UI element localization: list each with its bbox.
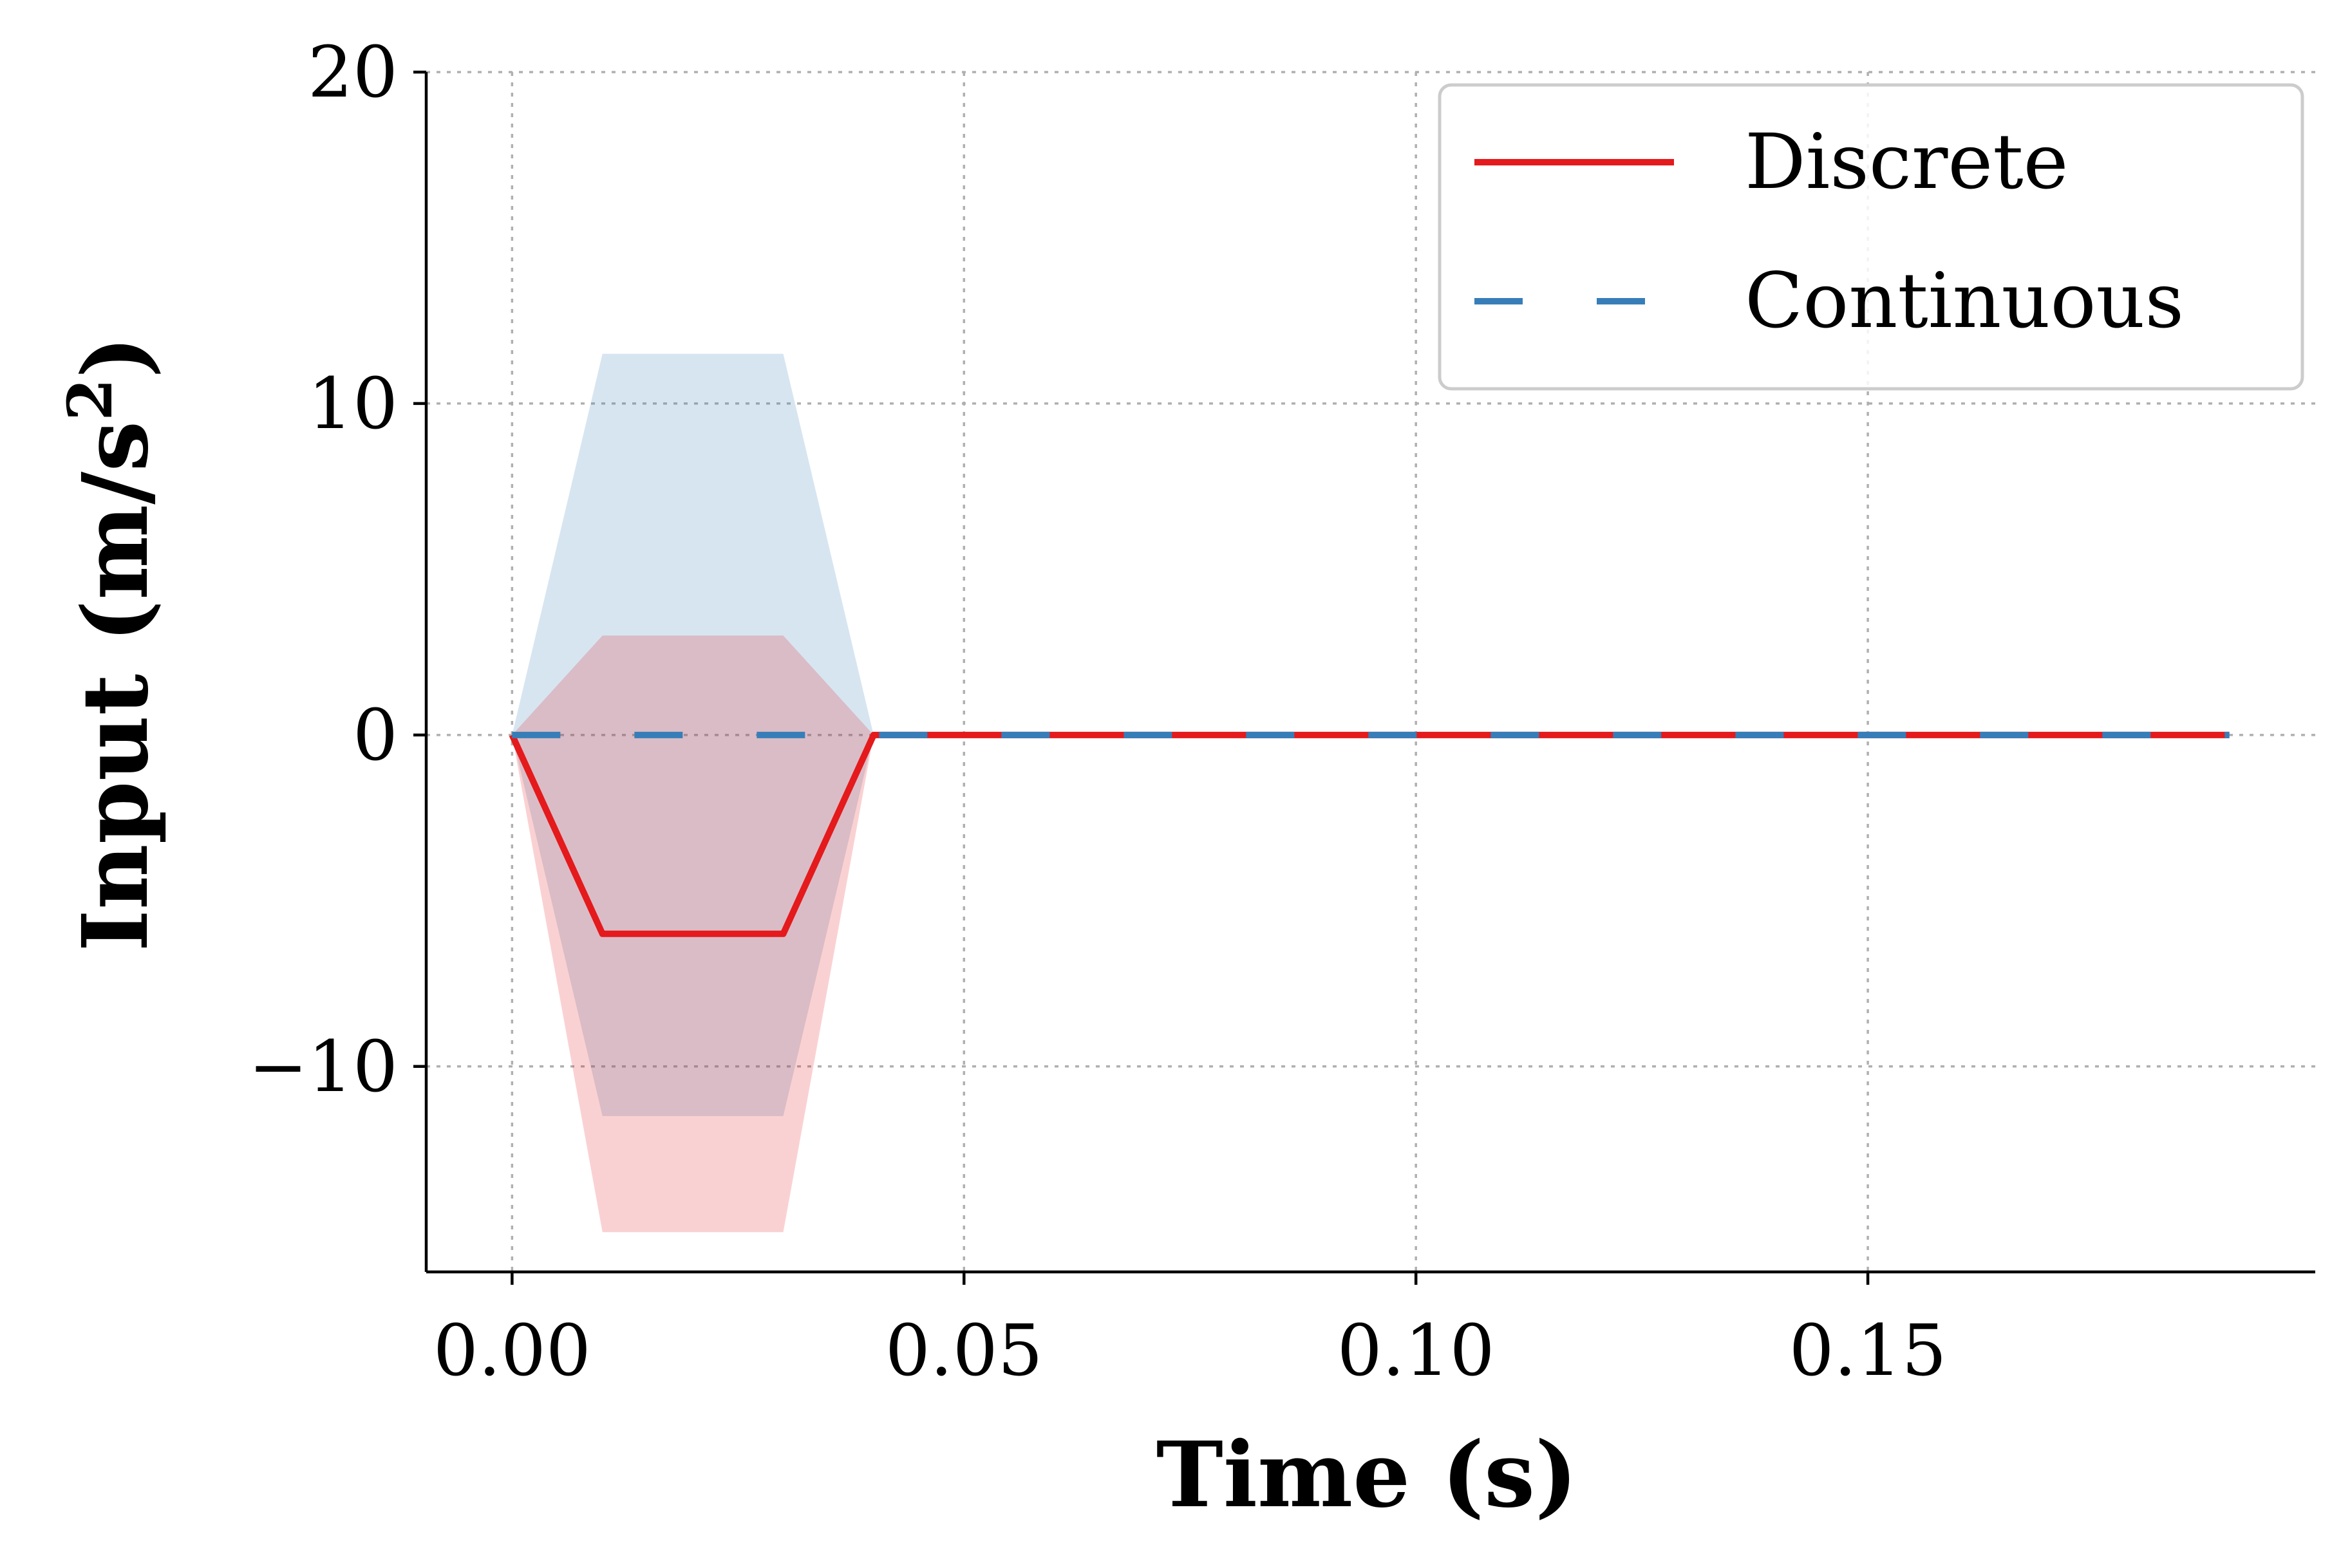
band-continuous xyxy=(512,353,2230,1116)
y-tick-label-2: 10 xyxy=(308,362,398,445)
y-tick-label-3: 20 xyxy=(308,31,398,113)
y-axis-title: Input (m/s2) xyxy=(55,335,169,951)
y-tick-label-1: 0 xyxy=(353,694,398,776)
x-tick-label-3: 0.15 xyxy=(1789,1309,1947,1392)
legend: Discrete Continuous xyxy=(1438,83,2304,391)
band-discrete xyxy=(512,635,2230,1233)
x-axis-title: Time (s) xyxy=(1156,1423,1578,1528)
legend-label-continuous: Continuous xyxy=(1745,256,2184,345)
series-lines xyxy=(509,731,2230,937)
x-tick-label-0: 0.00 xyxy=(433,1309,591,1392)
y-tick-label-0: −10 xyxy=(249,1025,398,1108)
axes xyxy=(424,72,2315,1274)
grid xyxy=(426,71,2315,1272)
confidence-bands xyxy=(512,353,2230,1233)
x-tick-label-1: 0.05 xyxy=(885,1309,1043,1392)
x-tick-label-2: 0.10 xyxy=(1337,1309,1495,1392)
ticks: 0.00 0.05 0.10 0.15 −10 0 10 20 xyxy=(249,31,1947,1392)
legend-label-discrete: Discrete xyxy=(1745,117,2068,206)
